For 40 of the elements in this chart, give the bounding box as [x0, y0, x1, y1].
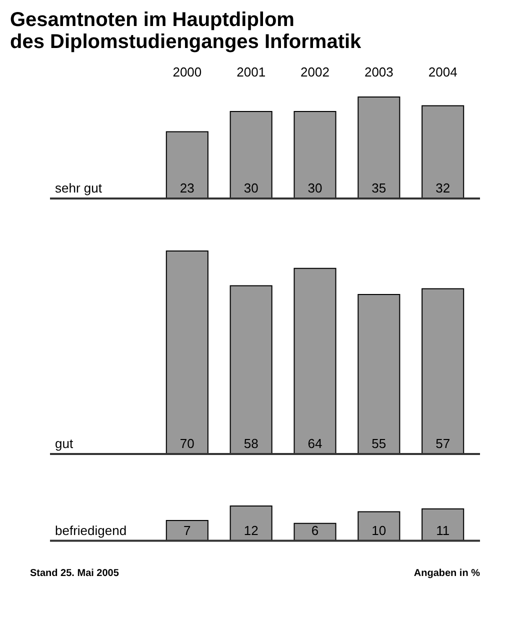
- bar: [422, 508, 464, 542]
- data-label: 12: [244, 522, 258, 538]
- data-label: 11: [436, 522, 450, 538]
- data-label: 6: [311, 522, 319, 538]
- data-label: 55: [372, 436, 386, 451]
- text: Angaben in %: [414, 568, 480, 579]
- chart-title: Gesamtnoten im Hauptdiplom des Diplomstudienganges Informatik: [10, 9, 362, 53]
- data-label: 32: [436, 180, 450, 196]
- x-tick-label: 2000: [172, 64, 202, 80]
- bar: [358, 96, 400, 199]
- data-label: 70: [180, 436, 194, 451]
- bar: [166, 520, 208, 542]
- bar: [422, 288, 464, 454]
- bar: [294, 268, 336, 454]
- text: Stand 25. Mai 2005: [30, 568, 120, 579]
- x-tick-label: 2004: [428, 64, 458, 80]
- bar: [358, 294, 400, 454]
- data-label: 58: [244, 436, 258, 451]
- bar: [230, 285, 272, 454]
- y-axis-title: befriedigend: [55, 522, 127, 538]
- bar: [422, 105, 464, 199]
- bar: [166, 250, 208, 454]
- data-label: 57: [436, 436, 450, 451]
- bar: [230, 506, 272, 542]
- data-label: 30: [244, 180, 258, 196]
- data-label: 64: [308, 436, 322, 451]
- bar: [230, 111, 272, 199]
- data-label: 30: [308, 180, 322, 196]
- data-label: 35: [372, 180, 386, 196]
- data-label: 7: [184, 522, 191, 538]
- x-tick-label: 2002: [300, 64, 330, 80]
- bar: [166, 131, 208, 199]
- bar: [294, 111, 336, 199]
- y-axis-title: sehr gut: [55, 180, 102, 196]
- x-tick-label: 2003: [364, 64, 394, 80]
- bar: [358, 511, 400, 542]
- y-axis-title: gut: [55, 436, 74, 451]
- data-label: 10: [372, 522, 386, 538]
- data-label: 23: [180, 180, 194, 196]
- x-tick-label: 2001: [236, 64, 266, 80]
